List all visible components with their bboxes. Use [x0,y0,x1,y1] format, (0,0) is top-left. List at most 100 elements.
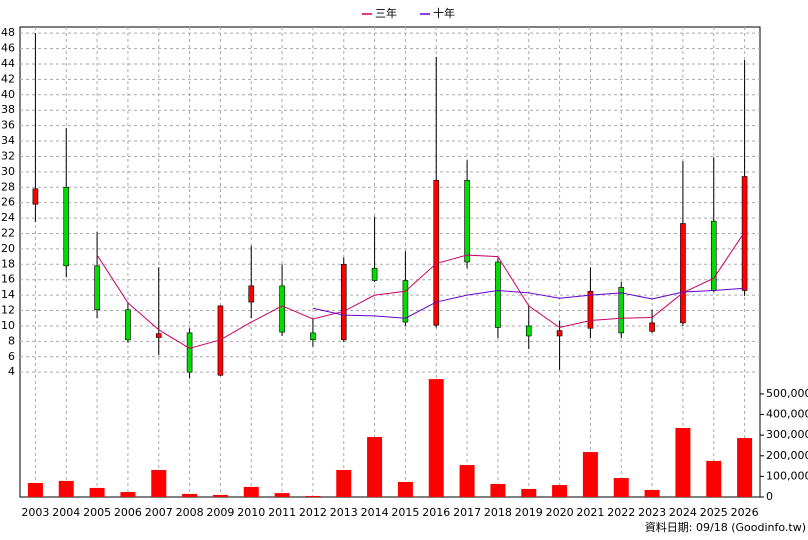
volume-bar [428,379,444,497]
plot-area [19,26,761,498]
candle-body [556,330,563,337]
candle-body [63,186,70,267]
candle-body [525,325,532,337]
candle-body [402,280,409,323]
volume-bar [305,495,321,497]
y-tick-label: 42 [1,72,15,85]
x-tick-label: 2016 [422,506,450,519]
candle-body [433,180,440,326]
candle-body [186,332,193,373]
x-tick-label: 2026 [731,506,759,519]
legend-label: 三年 [375,6,397,20]
y-tick-label: 34 [1,134,15,147]
volume-bar [613,478,629,497]
y-tick-label: 6 [8,350,15,363]
volume-bar [274,493,290,497]
x-tick-label: 2018 [484,506,512,519]
volume-bar [490,484,506,497]
x-tick-label: 2020 [546,506,574,519]
y-tick-label: 32 [1,149,15,162]
volume-bar [706,460,722,497]
x-tick-label: 2004 [52,506,80,519]
candle-body [371,267,378,281]
y-tick-label: 4 [8,365,15,378]
x-tick-label: 2007 [145,506,173,519]
volume-bar [336,469,352,497]
x-tick-label: 2013 [330,506,358,519]
y-tick-label: 14 [1,288,15,301]
volume-bar [212,494,228,497]
y2-tick-label: 500,000 [766,387,808,400]
candle-body [587,290,594,329]
candle-body [680,223,686,324]
x-tick-label: 2008 [176,506,204,519]
y2-tick-label: 200,000 [766,449,808,462]
candle-body [618,287,625,334]
y-tick-label: 30 [1,165,15,178]
volume-bar [552,485,568,497]
candle-body [94,265,100,311]
volume-bar [675,427,691,497]
y-tick-label: 46 [1,42,15,55]
volume-bar [367,437,383,497]
y-tick-label: 22 [1,226,15,239]
x-tick-label: 2006 [114,506,142,519]
candle-body [710,220,717,291]
x-tick-label: 2021 [576,506,604,519]
candle-body [155,333,162,338]
y-tick-label: 18 [1,257,15,270]
y-tick-label: 8 [8,334,15,347]
legend-label: 十年 [433,6,455,20]
candle-body [649,322,655,332]
x-tick-label: 2009 [206,506,234,519]
candle-body [464,180,470,263]
ma-line [96,231,745,349]
candle-body [495,261,501,328]
volume-bar [120,492,136,497]
volume-bar [737,438,753,497]
volume-bar [397,481,413,497]
y-tick-label: 48 [1,26,15,39]
y-tick-label: 10 [1,319,15,332]
candle-body [310,332,316,341]
x-tick-label: 2011 [268,506,296,519]
x-tick-label: 2003 [21,506,49,519]
y-tick-label: 12 [1,304,15,317]
y-tick-label: 16 [1,273,15,286]
x-tick-label: 2023 [638,506,666,519]
x-tick-label: 2014 [361,506,389,519]
candle-body [248,285,255,303]
volume-bar [243,486,259,497]
x-tick-label: 2010 [237,506,265,519]
candle-body [340,264,347,341]
footer: 資料日期: 09/18 (Goodinfo.tw) [645,520,806,534]
candle-body [741,176,748,291]
candle-body [32,188,39,205]
volume-bar [89,487,105,497]
x-tick-label: 2024 [669,506,697,519]
volume-bar [644,489,660,497]
volume-bar [582,452,598,497]
volume-bar [58,480,74,497]
x-tick-label: 2017 [453,506,481,519]
volume-bar [459,465,475,497]
y-tick-label: 26 [1,196,15,209]
x-tick-label: 2019 [515,506,543,519]
x-tick-label: 2025 [700,506,728,519]
x-tick-label: 2005 [83,506,111,519]
volume-bar [151,469,167,497]
y2-tick-label: 300,000 [766,428,808,441]
y-tick-label: 28 [1,180,15,193]
y2-tick-label: 100,000 [766,469,808,482]
x-tick-label: 2012 [299,506,327,519]
ma-line [312,287,745,319]
y-tick-label: 44 [1,57,15,70]
y2-tick-label: 0 [766,490,773,503]
candle-body [125,309,131,341]
y-tick-label: 20 [1,242,15,255]
x-tick-label: 2022 [607,506,635,519]
volume-bar [27,482,43,497]
y-tick-label: 36 [1,119,15,132]
x-tick-label: 2015 [391,506,419,519]
